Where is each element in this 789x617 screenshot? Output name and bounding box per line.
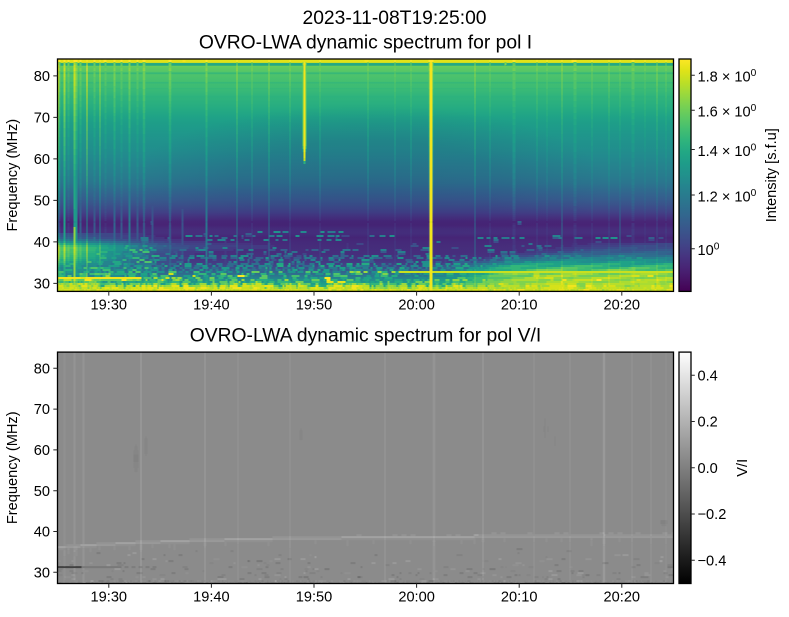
svg-text:20:00: 20:00	[398, 590, 435, 606]
svg-text:40: 40	[34, 525, 50, 541]
svg-text:OVRO-LWA dynamic spectrum for: OVRO-LWA dynamic spectrum for pol I	[199, 32, 532, 53]
svg-text:19:40: 19:40	[193, 590, 230, 606]
svg-text:80: 80	[34, 361, 50, 377]
svg-text:0.2: 0.2	[698, 415, 718, 431]
svg-text:V/I: V/I	[735, 459, 751, 477]
svg-text:20:20: 20:20	[604, 590, 641, 606]
svg-text:Frequency (MHz): Frequency (MHz)	[5, 119, 21, 232]
svg-text:19:30: 19:30	[91, 298, 128, 314]
svg-text:50: 50	[34, 484, 50, 500]
svg-text:60: 60	[34, 152, 50, 168]
svg-text:OVRO-LWA dynamic spectrum for: OVRO-LWA dynamic spectrum for pol V/I	[190, 325, 541, 346]
svg-text:20:10: 20:10	[501, 298, 538, 314]
svg-text:Intensity [s.f.u]: Intensity [s.f.u]	[764, 128, 780, 222]
svg-text:80: 80	[34, 69, 50, 85]
svg-text:20:20: 20:20	[604, 298, 641, 314]
svg-text:30: 30	[34, 277, 50, 293]
svg-text:20:00: 20:00	[398, 298, 435, 314]
svg-text:1.4 × 100: 1.4 × 100	[698, 142, 757, 160]
svg-text:Frequency (MHz): Frequency (MHz)	[5, 411, 21, 524]
svg-text:20:10: 20:10	[501, 590, 538, 606]
svg-text:40: 40	[34, 235, 50, 251]
svg-text:19:40: 19:40	[193, 298, 230, 314]
svg-text:−0.2: −0.2	[698, 507, 727, 523]
svg-text:19:30: 19:30	[91, 590, 128, 606]
svg-text:19:50: 19:50	[296, 298, 333, 314]
svg-text:70: 70	[34, 402, 50, 418]
svg-text:0.0: 0.0	[698, 461, 718, 477]
svg-text:60: 60	[34, 443, 50, 459]
svg-text:19:50: 19:50	[296, 590, 333, 606]
svg-text:1.8 × 100: 1.8 × 100	[698, 68, 757, 86]
svg-text:70: 70	[34, 111, 50, 127]
svg-text:0.4: 0.4	[698, 368, 718, 384]
svg-text:50: 50	[34, 194, 50, 210]
svg-text:1.2 × 100: 1.2 × 100	[698, 188, 757, 206]
svg-text:1.6 × 100: 1.6 × 100	[698, 103, 757, 121]
svg-text:−0.4: −0.4	[698, 553, 727, 569]
svg-text:30: 30	[34, 565, 50, 581]
svg-text:2023-11-08T19:25:00: 2023-11-08T19:25:00	[302, 8, 486, 29]
